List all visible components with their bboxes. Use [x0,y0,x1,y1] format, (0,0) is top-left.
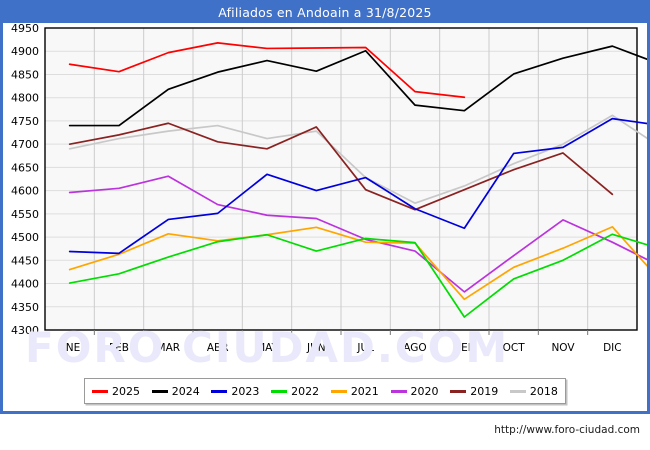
x-tick-JUN: JUN [306,342,326,354]
series-line-2025 [68,42,466,99]
x-tick-OCT: OCT [503,342,526,354]
x-tick-DIC: DIC [603,342,622,354]
source-url: http://www.foro-ciudad.com [494,424,640,436]
legend-item-2024[interactable]: 2024 [151,384,200,398]
svg-text:4950: 4950 [11,23,39,35]
series-line-2021 [68,226,647,301]
legend-swatch-icon [450,389,467,393]
legend-item-2025[interactable]: 2025 [92,386,140,397]
legend-label: 2023 [231,384,260,398]
legend-swatch-icon [151,389,168,393]
legend-swatch-icon [271,389,288,393]
legend-label: 2021 [350,384,379,398]
legend-item-2020[interactable]: 2020 [390,384,439,398]
legend-label: 2022 [291,384,320,398]
x-tick-ABR: ABR [207,342,229,354]
x-tick-AGO: AGO [403,342,426,354]
svg-text:4400: 4400 [11,278,39,291]
chart-area: FORO CIUDAD.COM 4950 4900 4850 4800 4750 4700… [3,23,647,368]
svg-text:4800: 4800 [11,92,39,105]
svg-text:4450: 4450 [11,254,39,267]
svg-text:4700: 4700 [11,138,39,151]
series-line-2023 [68,117,647,255]
legend-item-2019[interactable]: 2019 [450,386,498,397]
x-tick-MAR: MAR [157,342,181,354]
x-tick-ENE: ENE [59,342,80,354]
svg-text:4300: 4300 [11,324,39,337]
x-tick-FEB: FEB [109,342,129,354]
series-line-2024 [68,45,647,127]
series-line-2020 [68,175,647,293]
y-axis-labels: 4950 4900 4850 4800 4750 4700 4650 4600 4550 4500… [11,23,39,337]
series-line-2022 [68,233,647,318]
x-tick-JUL: JUL [356,342,374,354]
series-line-2019 [68,122,614,211]
legend-swatch-icon [330,389,347,393]
x-axis-labels: ENE FEB MAR ABR MAY JUN JUL AGO SEP OCT NOV DIC [59,330,622,354]
legend-swatch-icon [92,389,108,393]
legend-label: 2024 [171,384,200,398]
legend-label: 2020 [410,384,439,398]
legend-item-2021[interactable]: 2021 [330,384,379,398]
x-tick-MAY: MAY [256,342,278,354]
legend-item-2018[interactable]: 2018 [509,384,558,398]
chart-legend: 2025 2024 2023 2022 2021 2020 2019 2018 [84,378,566,404]
x-tick-NOV: NOV [551,342,575,354]
svg-text:4500: 4500 [11,231,39,244]
legend-label: 2018 [529,384,558,398]
window-title: Afiliados en Andoain a 31/8/2025 [3,3,647,23]
legend-item-2023[interactable]: 2023 [211,386,259,397]
legend-label: 2025 [112,384,140,398]
legend-swatch-icon [390,389,407,393]
legend-item-2022[interactable]: 2022 [271,386,319,397]
legend-label: 2019 [470,384,499,398]
svg-text:4900: 4900 [11,45,39,58]
gridlines [45,28,637,330]
legend-swatch-icon [509,389,526,393]
legend-swatch-icon [211,389,228,393]
svg-text:4750: 4750 [11,115,39,128]
svg-text:4650: 4650 [11,161,39,174]
x-tick-SEP: SEP [455,342,475,354]
svg-text:4550: 4550 [11,208,39,221]
line-chart: 4950 4900 4850 4800 4750 4700 4650 4600 4550 4500… [11,23,647,354]
svg-text:4600: 4600 [11,185,39,198]
svg-text:4850: 4850 [11,68,39,81]
svg-text:4350: 4350 [11,301,39,314]
